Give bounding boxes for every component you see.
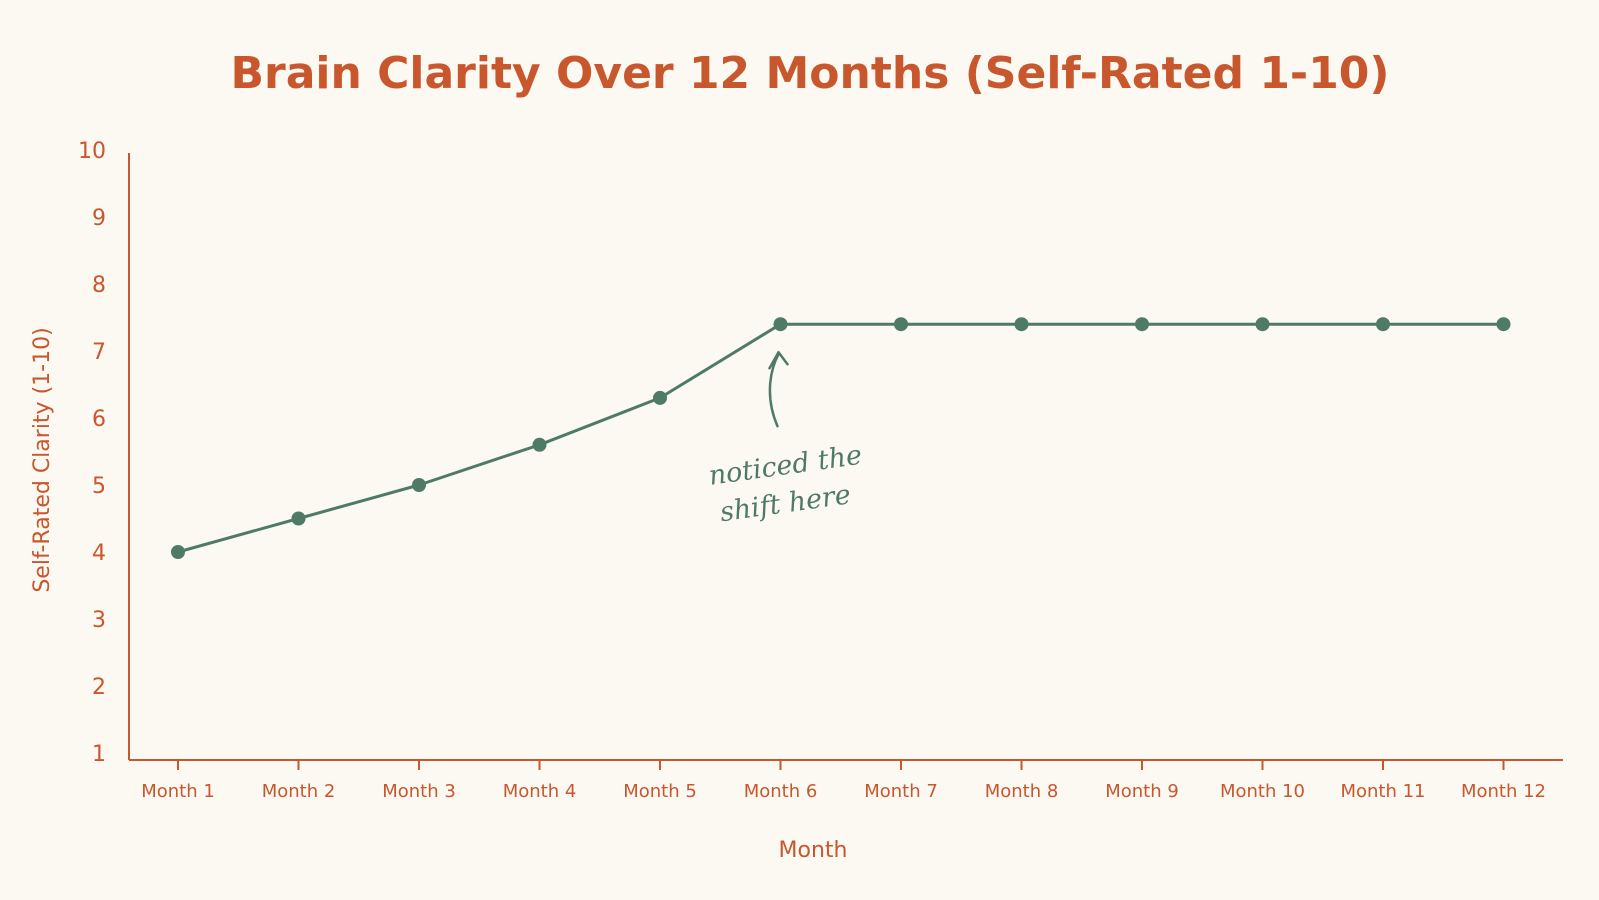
data-point xyxy=(171,545,185,559)
x-tick-label: Month 2 xyxy=(262,781,336,802)
data-point xyxy=(1135,317,1149,332)
x-tick-label: Month 8 xyxy=(985,781,1059,802)
x-tick-label: Month 1 xyxy=(141,781,215,802)
y-axis: 1 2 3 4 5 6 7 8 9 10 xyxy=(78,139,130,767)
x-tick-label: Month 4 xyxy=(503,781,577,802)
y-axis-label: Self-Rated Clarity (1-10) xyxy=(30,327,55,592)
data-point xyxy=(1376,317,1390,332)
y-tick-label: 1 xyxy=(92,742,106,767)
y-tick-labels: 1 2 3 4 5 6 7 8 9 10 xyxy=(78,139,106,767)
y-tick-label: 7 xyxy=(92,340,106,365)
data-point xyxy=(1255,317,1270,332)
x-tick-label: Month 11 xyxy=(1340,781,1425,802)
x-tick-label: Month 3 xyxy=(382,781,456,802)
x-tick-label: Month 7 xyxy=(864,781,938,802)
y-tick-label: 6 xyxy=(92,407,106,432)
data-point xyxy=(773,317,788,332)
annotation-arrow xyxy=(768,352,780,428)
x-ticks: Month 1 Month 2 Month 3 Month 4 Month 5 Month… xyxy=(141,760,1546,802)
data-point xyxy=(1014,317,1029,332)
y-tick-label: 4 xyxy=(92,541,106,566)
data-point xyxy=(412,478,426,492)
x-tick-label: Month 12 xyxy=(1461,781,1546,802)
y-tick-label: 8 xyxy=(92,273,106,298)
annotation-arrowhead xyxy=(768,350,789,370)
data-point xyxy=(291,511,306,526)
y-tick-label: 3 xyxy=(92,608,106,633)
x-tick-label: Month 9 xyxy=(1105,781,1179,802)
chart-title: Brain Clarity Over 12 Months (Self-Rated… xyxy=(230,48,1389,99)
x-axis: Month 1 Month 2 Month 3 Month 4 Month 5 Month… xyxy=(129,759,1563,802)
x-tick-label: Month 10 xyxy=(1220,781,1305,802)
data-point xyxy=(894,317,908,332)
data-point xyxy=(1496,317,1511,332)
y-tick-label: 2 xyxy=(92,675,106,700)
data-point xyxy=(653,390,667,405)
x-axis-label: Month xyxy=(779,838,848,863)
data-point xyxy=(532,437,547,452)
series-line xyxy=(177,322,1504,554)
y-tick-label: 10 xyxy=(78,139,106,164)
x-tick-label: Month 6 xyxy=(744,781,818,802)
series-layer xyxy=(171,317,1511,559)
x-tick-label: Month 5 xyxy=(623,781,697,802)
y-tick-label: 5 xyxy=(92,474,106,499)
y-tick-label: 9 xyxy=(92,206,106,231)
